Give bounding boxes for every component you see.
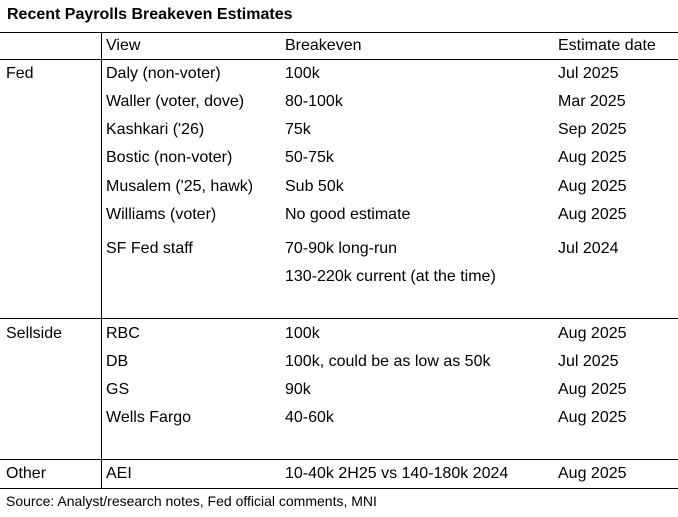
group-label-sellside: Sellside [6, 325, 63, 342]
table-title: Recent Payrolls Breakeven Estimates [7, 6, 293, 23]
table-row-view: AEI [106, 465, 132, 482]
source-note: Source: Analyst/research notes, Fed offi… [6, 493, 377, 509]
table-row-date: Mar 2025 [558, 93, 626, 110]
group-label-fed: Fed [6, 65, 34, 82]
table-row-breakeven: 75k [285, 121, 311, 138]
table-row-view: RBC [106, 325, 140, 342]
table-row-date: Aug 2025 [558, 149, 627, 166]
table-row-breakeven: No good estimate [285, 206, 411, 223]
table-row-date: Jul 2025 [558, 353, 619, 370]
table-row-view: GS [106, 381, 130, 398]
table-row-view: Waller (voter, dove) [106, 93, 245, 110]
table-row-breakeven: 70-90k long-run [285, 240, 398, 257]
header-estimate-date: Estimate date [558, 37, 656, 54]
sellside-group-bottom-border [0, 459, 678, 460]
table-row-date: Aug 2025 [558, 206, 627, 223]
header-bottom-border [0, 59, 678, 60]
table-row-view: Wells Fargo [106, 409, 192, 426]
table-row-view: Daly (non-voter) [106, 65, 221, 82]
table-row-view: SF Fed staff [106, 240, 193, 257]
fed-group-bottom-border [0, 318, 678, 319]
table-bottom-border [0, 488, 678, 489]
header-breakeven: Breakeven [285, 37, 362, 54]
table-row-date: Aug 2025 [558, 409, 627, 426]
table-row-view: Williams (voter) [106, 206, 217, 223]
table-row-breakeven: 40-60k [285, 409, 334, 426]
table-row-date: Aug 2025 [558, 465, 627, 482]
table-row-breakeven: 100k, could be as low as 50k [285, 353, 491, 370]
table-row-view: Bostic (non-voter) [106, 149, 233, 166]
table-row-breakeven: 100k [285, 325, 320, 342]
table-row-view: Kashkari ('26) [106, 121, 205, 138]
table-row-breakeven: 100k [285, 65, 320, 82]
table-row-breakeven: 90k [285, 381, 311, 398]
table-row-breakeven: 50-75k [285, 149, 334, 166]
table-row-breakeven: 10-40k 2H25 vs 140-180k 2024 [285, 465, 509, 482]
column-divider [101, 32, 102, 488]
table-row-date: Jul 2024 [558, 240, 619, 257]
table-row-view: DB [106, 353, 129, 370]
table-row-breakeven: Sub 50k [285, 178, 344, 195]
header-view: View [106, 37, 141, 54]
header-top-border [0, 32, 678, 33]
table-row-date: Aug 2025 [558, 381, 627, 398]
table-row-breakeven-secondary: 130-220k current (at the time) [285, 268, 496, 285]
table-row-view: Musalem ('25, hawk) [106, 178, 254, 195]
group-label-other: Other [6, 465, 47, 482]
table-row-date: Sep 2025 [558, 121, 627, 138]
table-row-date: Jul 2025 [558, 65, 619, 82]
table-row-breakeven: 80-100k [285, 93, 343, 110]
table-row-date: Aug 2025 [558, 325, 627, 342]
table-row-date: Aug 2025 [558, 178, 627, 195]
